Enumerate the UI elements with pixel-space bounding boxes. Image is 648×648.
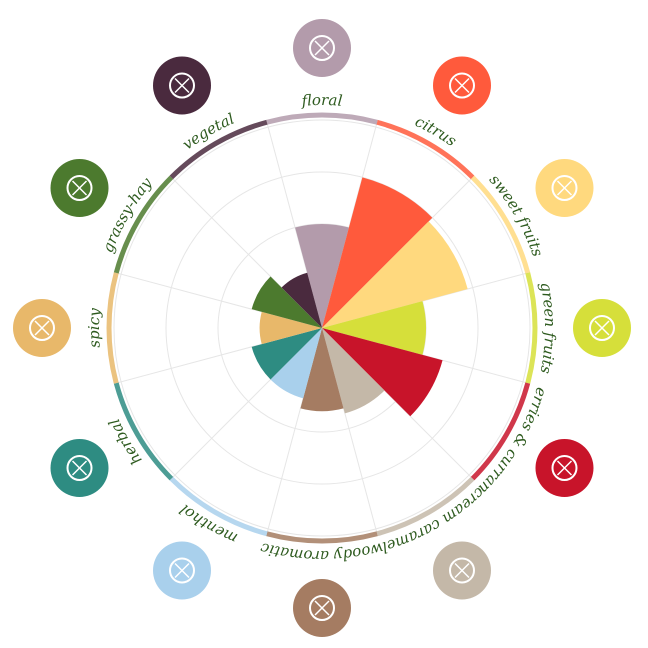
category-label-text: spicy: [85, 307, 104, 348]
grid-circle: [113, 119, 531, 537]
icon-glyph: [551, 455, 578, 481]
icon-glyph: [594, 320, 610, 336]
ring-arc: [169, 476, 268, 537]
ring-arc: [470, 382, 531, 481]
icon-glyph: [449, 557, 475, 584]
wedge: [322, 177, 433, 328]
ring-arc: [376, 119, 475, 180]
ring-arc: [470, 175, 531, 274]
category-label-text: green fruits: [537, 281, 560, 376]
wedge: [259, 311, 322, 345]
spoke: [116, 327, 323, 384]
ring-arc: [106, 272, 119, 384]
icon-glyph: [66, 455, 93, 481]
wedge: [270, 328, 322, 399]
category-label-text: floral: [300, 91, 343, 110]
ring-arc: [113, 382, 174, 481]
ring-arc: [266, 112, 378, 125]
ring-arc: [376, 476, 475, 537]
icon-glyph: [589, 315, 615, 341]
icon-glyph: [71, 460, 88, 476]
icon-glyph: [551, 175, 578, 201]
grid-circle: [165, 171, 479, 485]
icon-glyph: [66, 175, 93, 201]
wedge: [300, 328, 344, 412]
wedge: [251, 328, 322, 380]
wedge: [322, 328, 443, 417]
icon-glyph: [174, 77, 190, 94]
icon-glyph: [556, 180, 573, 196]
wedge: [281, 272, 322, 328]
wedge: [295, 224, 349, 328]
wedge: [251, 276, 322, 328]
icon-glyph: [449, 72, 475, 99]
icon-glyph: [314, 40, 330, 56]
icon-glyph: [309, 595, 335, 621]
category-label: green fruits: [537, 281, 560, 376]
ring-arc: [169, 119, 268, 180]
icon-glyph: [34, 320, 50, 336]
icon-glyph: [29, 315, 55, 341]
icon-glyph: [309, 35, 335, 61]
icon-glyph: [169, 72, 195, 99]
ring-arc: [266, 531, 378, 544]
ring-arc: [525, 272, 538, 384]
icon-glyph: [314, 600, 330, 616]
category-label: spicy: [85, 307, 104, 348]
wedge: [322, 221, 468, 328]
icon-glyph: [169, 557, 195, 584]
wedge: [322, 328, 385, 414]
category-label: floral: [300, 91, 343, 110]
icon-glyph: [174, 562, 190, 579]
wedge: [322, 301, 426, 355]
icon-glyph: [556, 460, 573, 476]
icon-glyph: [71, 180, 88, 196]
spoke: [116, 272, 323, 329]
icon-glyph: [454, 562, 470, 579]
icon-glyph: [454, 77, 470, 94]
spoke: [321, 327, 528, 384]
ring-arc: [113, 175, 174, 274]
